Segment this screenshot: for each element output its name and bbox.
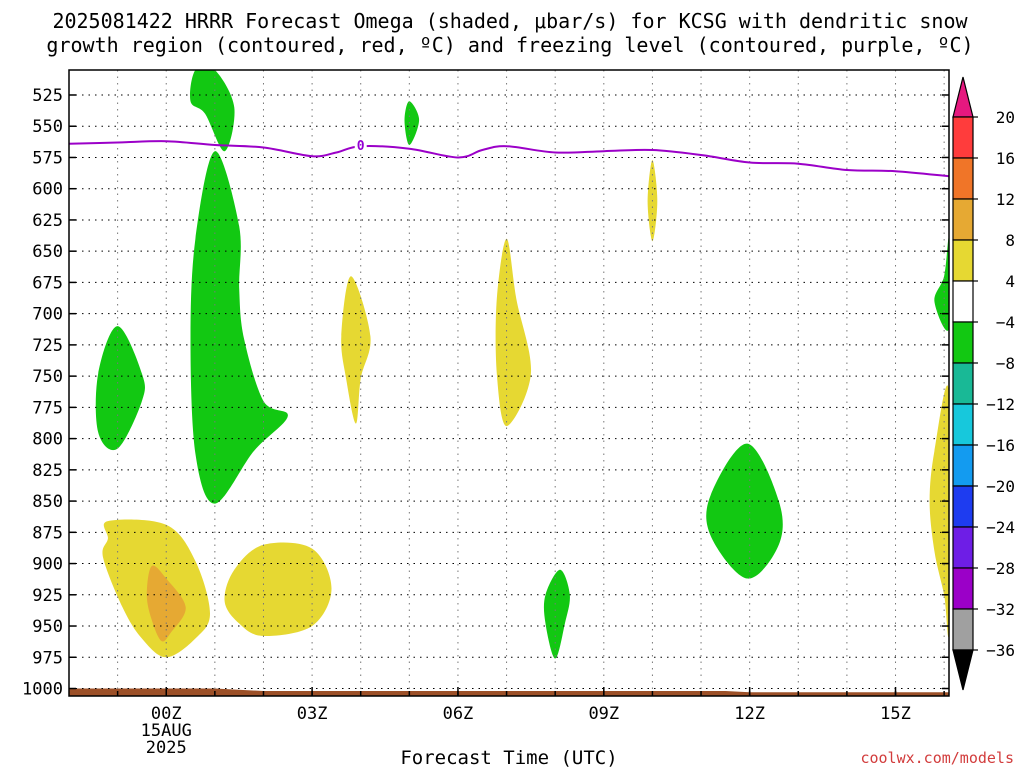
colorbar-level-label-12: −28 xyxy=(986,559,1015,578)
y-tick-label-525: 525 xyxy=(32,86,63,106)
x-tick-label-3-0: 03Z xyxy=(297,704,328,724)
omega-region-8 xyxy=(341,276,371,424)
x-tick-label-0-2: 2025 xyxy=(146,738,187,758)
y-tick-label-750: 750 xyxy=(32,367,63,387)
y-tick-label-925: 925 xyxy=(32,586,63,606)
colorbar-box-9 xyxy=(952,444,974,487)
freezing-level-contours: 0 xyxy=(69,138,949,178)
omega-region-3 xyxy=(190,151,288,504)
y-axis: 525 550 575 600 625 650 675 700 725 750 775 800 825 8… xyxy=(22,86,949,700)
x-tick-label-6-0: 06Z xyxy=(443,704,474,724)
y-tick-label-775: 775 xyxy=(32,398,63,418)
plot-frame xyxy=(68,69,950,697)
y-tick-label-700: 700 xyxy=(32,305,63,325)
colorbar-box-5 xyxy=(952,280,974,323)
colorbar-box-4 xyxy=(952,239,974,282)
omega-shaded-regions xyxy=(69,70,949,696)
colorbar-box-10 xyxy=(952,485,974,528)
y-tick-label-800: 800 xyxy=(32,430,63,450)
freezing-level-label: 0 xyxy=(357,139,365,154)
colorbar-level-label-6: −4 xyxy=(996,313,1015,332)
colorbar-box-1 xyxy=(952,116,974,159)
colorbar-box-8 xyxy=(952,403,974,446)
omega-region-1 xyxy=(190,70,235,152)
colorbar-level-label-3: 12 xyxy=(996,190,1015,209)
plot-grid xyxy=(69,70,949,696)
colorbar-box-2 xyxy=(952,157,974,200)
y-tick-label-600: 600 xyxy=(32,180,63,200)
y-tick-label-975: 975 xyxy=(32,648,63,668)
colorbar-level-label-4: 8 xyxy=(1005,231,1015,250)
x-tick-label-15-0: 15Z xyxy=(880,704,911,724)
omega-region-7 xyxy=(543,569,570,659)
omega-region-5 xyxy=(934,237,949,331)
x-tick-label-0-1: 15AUG xyxy=(141,721,192,741)
colorbar-box-7 xyxy=(952,362,974,405)
y-tick-label-575: 575 xyxy=(32,148,63,168)
colorbar-level-label-13: −32 xyxy=(986,600,1015,619)
y-tick-label-1000: 1000 xyxy=(22,680,63,700)
colorbar-box-3 xyxy=(952,198,974,241)
colorbar-bottom-arrow xyxy=(952,649,974,691)
colorbar-level-label-1: 20 xyxy=(996,108,1015,127)
omega-region-4 xyxy=(95,326,145,451)
omega-region-6 xyxy=(706,443,783,579)
omega-region-2 xyxy=(404,101,420,145)
x-tick-label-9-0: 09Z xyxy=(588,704,619,724)
colorbar-level-label-8: −12 xyxy=(986,395,1015,414)
colorbar-level-label-9: −16 xyxy=(986,436,1015,455)
y-tick-label-950: 950 xyxy=(32,617,63,637)
y-tick-label-650: 650 xyxy=(32,242,63,262)
colorbar-box-12 xyxy=(952,567,974,610)
freezing-level-line xyxy=(69,140,949,178)
x-axis-label: Forecast Time (UTC) xyxy=(400,747,617,768)
site-credit: coolwx.com/models xyxy=(860,749,1014,767)
omega-region-11 xyxy=(929,385,949,637)
colorbar-box-6 xyxy=(952,321,974,364)
colorbar-level-label-5: 4 xyxy=(1005,272,1015,291)
omega-region-13 xyxy=(224,542,332,637)
colorbar-level-label-7: −8 xyxy=(996,354,1015,373)
y-tick-label-550: 550 xyxy=(32,117,63,137)
terrain-fill xyxy=(69,688,949,696)
colorbar-level-label-14: −36 xyxy=(986,641,1015,660)
x-tick-label-0-0: 00Z xyxy=(151,704,182,724)
y-tick-label-875: 875 xyxy=(32,523,63,543)
colorbar-legend: 20 16 12 8 4 −4 −8 −12 −16 −20 −24 −28 −32 −36 xyxy=(952,76,1015,691)
chart-title-line-1: 2025081422 HRRR Forecast Omega (shaded, … xyxy=(52,9,968,33)
freezing-level-label-bg xyxy=(354,138,367,153)
colorbar-top-arrow xyxy=(952,76,974,118)
colorbar-level-label-2: 16 xyxy=(996,149,1015,168)
colorbar-level-label-10: −20 xyxy=(986,477,1015,496)
y-tick-label-725: 725 xyxy=(32,336,63,356)
colorbar-level-label-11: −24 xyxy=(986,518,1015,537)
y-tick-label-625: 625 xyxy=(32,211,63,231)
colorbar-box-11 xyxy=(952,526,974,569)
omega-region-9 xyxy=(495,238,532,427)
y-tick-label-675: 675 xyxy=(32,273,63,293)
y-tick-label-900: 900 xyxy=(32,555,63,575)
colorbar-box-13 xyxy=(952,608,974,651)
chart-title-line-2: growth region (contoured, red, ºC) and f… xyxy=(46,33,973,57)
y-tick-label-825: 825 xyxy=(32,461,63,481)
y-tick-label-850: 850 xyxy=(32,492,63,512)
x-tick-label-12-0: 12Z xyxy=(734,704,765,724)
